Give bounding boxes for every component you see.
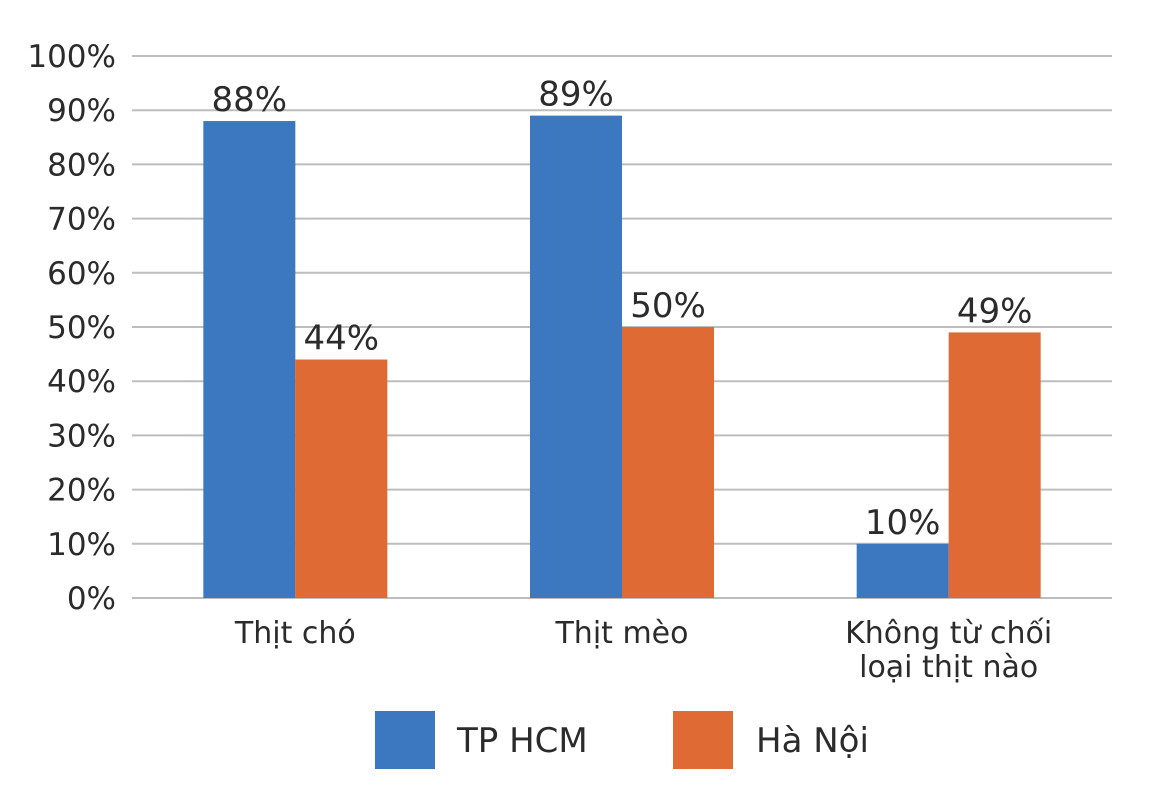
y-tick-label: 10%: [47, 527, 116, 563]
y-tick-label: 50%: [47, 310, 116, 346]
bars: [203, 115, 1041, 599]
data-label: 10%: [865, 503, 941, 543]
legend-swatch: [673, 711, 733, 769]
data-label: 50%: [630, 286, 706, 326]
data-label: 49%: [957, 291, 1033, 331]
y-tick-label: 40%: [47, 364, 116, 400]
legend-label: TP HCM: [456, 721, 588, 761]
y-tick-label: 80%: [47, 147, 116, 183]
data-label: 88%: [212, 80, 288, 120]
y-tick-label: 30%: [47, 418, 116, 454]
category-label: Thịt chó: [234, 616, 356, 651]
y-tick-label: 0%: [67, 581, 116, 617]
y-tick-label: 100%: [27, 39, 116, 75]
y-tick-label: 60%: [47, 256, 116, 292]
legend-label: Hà Nội: [756, 721, 869, 761]
category-label: Thịt mèo: [554, 616, 688, 651]
bar-tp-hcm: [856, 543, 949, 598]
category-label: Không từ chối: [845, 616, 1052, 651]
bar-tp-hcm: [203, 121, 296, 598]
data-label: 89%: [538, 75, 614, 115]
category-label: loại thịt nào: [859, 650, 1038, 685]
y-tick-label: 20%: [47, 473, 116, 509]
bar-ha-noi: [948, 332, 1041, 598]
data-label: 44%: [304, 319, 380, 359]
y-axis-tick-labels: 0% 10% 20% 30% 40% 50% 60% 70% 80% 90% 100%: [27, 39, 116, 617]
y-tick-label: 90%: [47, 93, 116, 129]
data-labels: 88% 44% 89% 50% 10% 49%: [212, 75, 1033, 543]
y-tick-label: 70%: [47, 202, 116, 238]
bar-ha-noi: [295, 359, 388, 598]
bar-tp-hcm: [530, 115, 622, 599]
legend-swatch: [375, 711, 435, 769]
bar-ha-noi: [622, 327, 714, 598]
legend: TP HCM Hà Nội: [375, 711, 869, 769]
